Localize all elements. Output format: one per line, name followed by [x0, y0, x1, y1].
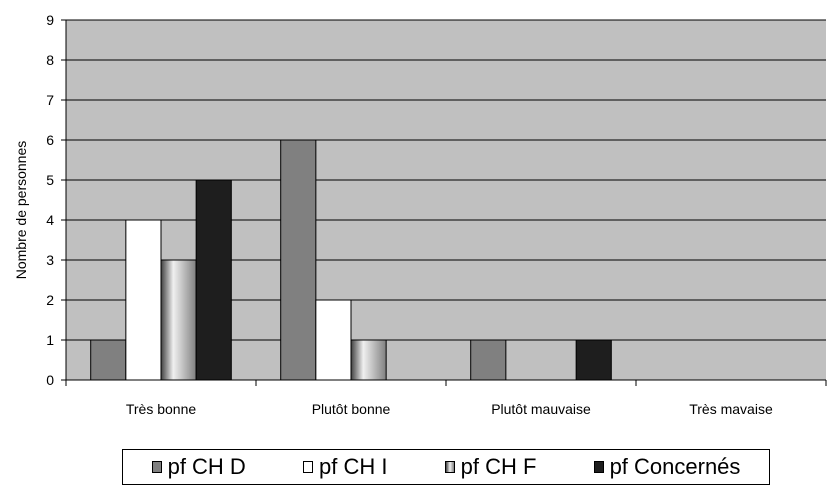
chart-svg: 0 1 2 3 4 5 6 7 8 9 Très bonne Plutôt bonne Plutôt m…: [13, 12, 827, 417]
bar: [125, 219, 162, 381]
bar: [195, 179, 232, 381]
legend-swatch-pf-concernes: [593, 461, 604, 473]
y-tick-label: 3: [46, 252, 54, 268]
x-tick-label: Plutôt mauvaise: [491, 401, 591, 417]
legend-swatch-pf-ch-d: [151, 461, 162, 473]
legend-swatch-pf-ch-f: [444, 461, 455, 473]
y-tick-label: 5: [46, 172, 54, 188]
bar: [575, 339, 612, 381]
y-axis-label: Nombre de personnes: [13, 141, 29, 280]
y-tick-label: 7: [46, 92, 54, 108]
legend-item-pf-concernes: pf Concernés: [593, 454, 741, 480]
bar: [350, 339, 387, 381]
x-tick-label: Très mavaise: [689, 401, 773, 417]
legend-item-pf-ch-f: pf CH F: [444, 454, 537, 480]
bar: [315, 299, 352, 381]
bar: [470, 339, 507, 381]
y-tick-label: 9: [46, 12, 54, 28]
legend: pf CH D pf CH I pf CH F pf Concernés: [122, 449, 770, 485]
bar: [90, 339, 127, 381]
bar: [280, 139, 317, 381]
legend-item-pf-ch-i: pf CH I: [302, 454, 388, 480]
legend-item-pf-ch-d: pf CH D: [151, 454, 246, 480]
y-tick-label: 1: [46, 332, 54, 348]
y-tick-label: 2: [46, 292, 54, 308]
legend-label-pf-ch-f: pf CH F: [460, 454, 537, 479]
y-tick-label: 6: [46, 132, 54, 148]
y-tick-label: 4: [46, 212, 54, 228]
y-tick-label: 8: [46, 52, 54, 68]
legend-label-pf-ch-i: pf CH I: [318, 454, 388, 479]
x-tick-label: Plutôt bonne: [312, 401, 391, 417]
legend-label-pf-ch-d: pf CH D: [167, 454, 246, 479]
x-tick-label: Très bonne: [126, 401, 197, 417]
legend-label-pf-concernes: pf Concernés: [609, 454, 741, 479]
legend-swatch-pf-ch-i: [302, 461, 313, 473]
y-tick-label: 0: [46, 372, 54, 388]
bar: [160, 259, 197, 381]
